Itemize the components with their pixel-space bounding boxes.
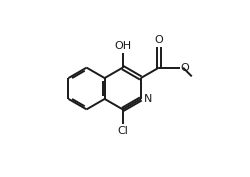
Text: OH: OH: [114, 41, 131, 51]
Text: N: N: [144, 94, 152, 104]
Text: Cl: Cl: [117, 126, 128, 136]
Text: O: O: [154, 35, 163, 45]
Text: O: O: [181, 63, 190, 73]
